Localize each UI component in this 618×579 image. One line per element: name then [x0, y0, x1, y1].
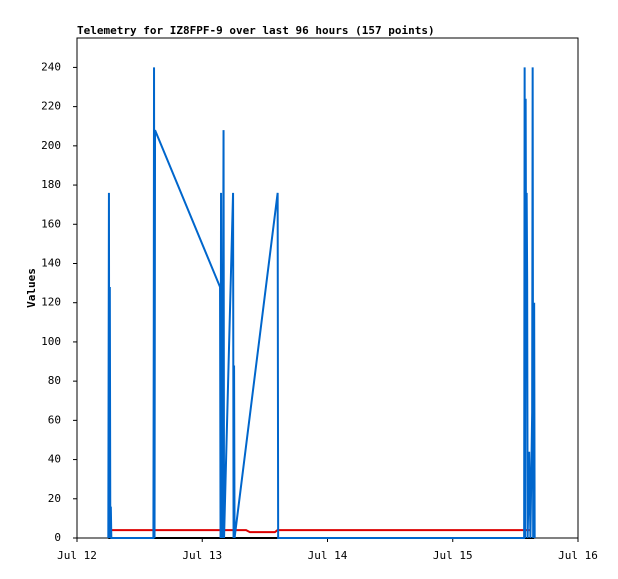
y-tick-label: 160 — [41, 217, 61, 230]
y-tick-label: 180 — [41, 178, 61, 191]
y-tick-label: 200 — [41, 139, 61, 152]
x-tick-label: Jul 14 — [308, 549, 348, 562]
x-tick-label: Jul 12 — [57, 549, 97, 562]
y-tick-label: 220 — [41, 100, 61, 113]
y-tick-label: 40 — [48, 453, 61, 466]
y-tick-label: 240 — [41, 60, 61, 73]
y-axis-label: Values — [25, 268, 38, 308]
y-tick-label: 0 — [54, 531, 61, 544]
x-tick-label: Jul 16 — [558, 549, 598, 562]
series-line — [110, 529, 531, 534]
y-tick-label: 140 — [41, 256, 61, 269]
y-tick-label: 120 — [41, 296, 61, 309]
plot-frame — [76, 37, 579, 539]
y-tick-label: 20 — [48, 492, 61, 505]
x-tick-label: Jul 13 — [182, 549, 222, 562]
y-tick-label: 100 — [41, 335, 61, 348]
y-tick-label: 60 — [48, 413, 61, 426]
x-tick-label: Jul 15 — [433, 549, 473, 562]
chart-title: Telemetry for IZ8FPF-9 over last 96 hour… — [77, 24, 435, 37]
series-line — [107, 67, 536, 539]
y-tick-label: 80 — [48, 374, 61, 387]
